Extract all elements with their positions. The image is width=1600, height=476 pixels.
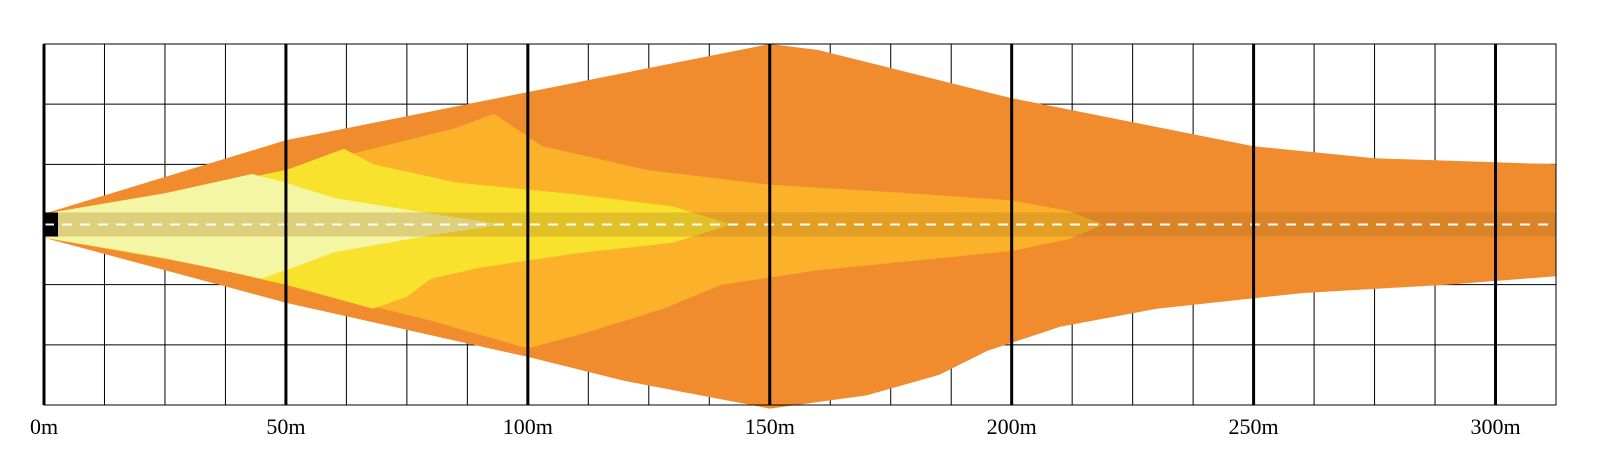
major-gridlines bbox=[42, 43, 1557, 406]
x-axis-tick-labels: 0m 50m 100m 150m 200m 250m 300m bbox=[30, 414, 1521, 439]
center-overlay bbox=[44, 212, 1556, 237]
x-tick-label: 200m bbox=[987, 414, 1037, 439]
x-tick-label: 0m bbox=[30, 414, 58, 439]
x-tick-label: 300m bbox=[1470, 414, 1520, 439]
beam-zone-4 bbox=[44, 174, 504, 279]
beam-zones bbox=[44, 44, 1556, 409]
x-tick-label: 150m bbox=[745, 414, 795, 439]
x-tick-label: 250m bbox=[1229, 414, 1279, 439]
plot-border bbox=[43, 43, 1557, 406]
x-tick-label: 50m bbox=[266, 414, 305, 439]
x-tick-label: 100m bbox=[503, 414, 553, 439]
